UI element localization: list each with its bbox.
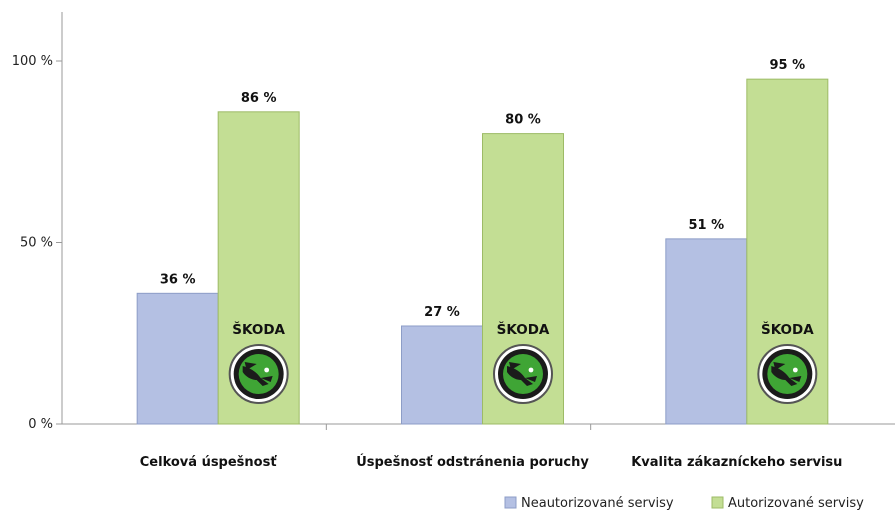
legend-swatch (504, 496, 517, 509)
logo-eye (528, 367, 534, 373)
logo-arrow-head (260, 376, 273, 382)
data-label: 95 % (770, 58, 806, 73)
y-tick-label: 0 % (28, 417, 53, 432)
y-tick-label: 100 % (12, 54, 53, 69)
brand-logos: ŠKODA ŠKODA ŠKODA (228, 320, 818, 404)
logo-eye (792, 367, 798, 373)
data-labels: 36 % 86 % 27 % 80 % 51 % 95 % (160, 58, 805, 320)
skoda-logo-icon (757, 344, 818, 404)
brand-text: ŠKODA (232, 320, 285, 338)
skoda-logo-icon (493, 344, 553, 404)
axes: 0 % 50 % 100 % Celková úspešnosť Úspešnosť o… (12, 12, 895, 470)
x-category-label: Celková úspešnosť (140, 455, 278, 470)
logo-arrow-head (525, 376, 537, 382)
logo-arrow-head (789, 376, 802, 382)
bar-neautorizovane (401, 325, 483, 425)
legend-label: Neautorizované servisy (521, 496, 674, 511)
data-label: 36 % (160, 272, 196, 287)
data-label: 51 % (689, 218, 725, 233)
x-category-label: Kvalita zákazníckeho servisu (631, 455, 842, 470)
bar-neautorizovane (136, 292, 219, 425)
data-label: 80 % (505, 113, 541, 128)
legend-label: Autorizované servisy (728, 496, 864, 511)
logo-arrow-feather (244, 362, 257, 370)
logo-arrow-feather (773, 362, 786, 370)
logo-eye (264, 367, 270, 373)
bar-neautorizovane (665, 238, 748, 425)
x-category-label: Úspešnosť odstránenia poruchy (356, 454, 589, 470)
skoda-logo-icon (228, 344, 289, 404)
logo-arrow-wing (771, 366, 798, 386)
logo-arrow-wing (507, 366, 533, 386)
brand-text: ŠKODA (761, 320, 814, 338)
y-tick-label: 50 % (20, 236, 53, 251)
brand-text: ŠKODA (497, 320, 550, 338)
data-label: 27 % (424, 305, 460, 320)
legend-swatch (711, 496, 724, 509)
logo-arrow-feather (509, 362, 521, 370)
legend: Neautorizované servisy Autorizované servi… (504, 496, 864, 511)
logo-arrow-wing (242, 366, 269, 386)
data-label: 86 % (241, 91, 277, 106)
